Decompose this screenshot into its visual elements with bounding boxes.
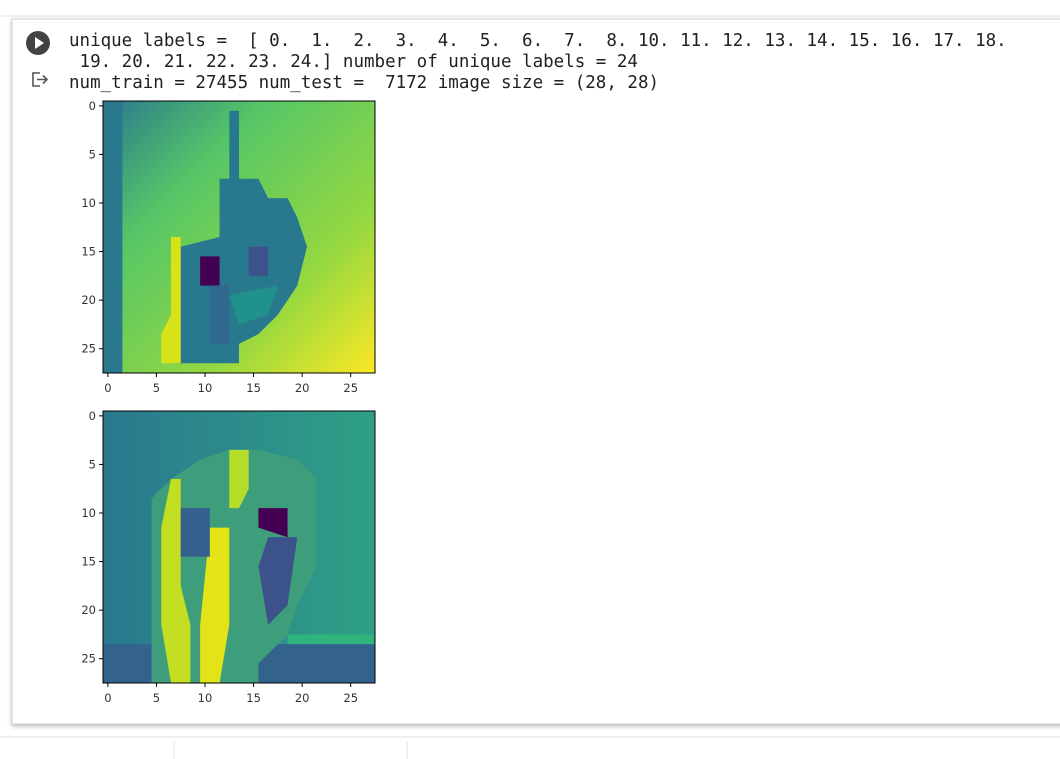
pixels bbox=[229, 449, 249, 509]
y-tick-label: 10 bbox=[81, 506, 96, 520]
image-2 bbox=[103, 411, 375, 683]
x-tick-label: 0 bbox=[104, 691, 111, 705]
pixels bbox=[200, 527, 230, 683]
pixels bbox=[287, 634, 375, 645]
x-tick-label: 5 bbox=[153, 691, 160, 705]
y-tick-label: 15 bbox=[81, 555, 96, 569]
output-line: 19. 20. 21. 22. 23. 24.] number of uniqu… bbox=[69, 52, 638, 72]
y-tick-label: 5 bbox=[89, 457, 96, 471]
pixels bbox=[161, 478, 191, 683]
axes-frame bbox=[102, 100, 376, 374]
output-line: num_train = 27455 num_test = 7172 image … bbox=[69, 73, 659, 93]
pixels bbox=[200, 256, 220, 286]
image-1 bbox=[103, 101, 375, 373]
output-icon[interactable] bbox=[32, 72, 49, 87]
pixels bbox=[151, 449, 317, 683]
x-tick-label: 20 bbox=[295, 381, 310, 395]
run-icon bbox=[35, 37, 44, 49]
x-tick-label: 25 bbox=[343, 381, 358, 395]
x-tick-label: 5 bbox=[153, 381, 160, 395]
y-tick-label: 25 bbox=[81, 342, 96, 356]
x-tick-label: 15 bbox=[246, 691, 261, 705]
x-tick-label: 15 bbox=[246, 381, 261, 395]
x-tick-label: 25 bbox=[343, 691, 358, 705]
pixels bbox=[209, 285, 230, 344]
pixels bbox=[229, 285, 278, 325]
y-tick-label: 20 bbox=[81, 293, 96, 307]
x-tick-label: 0 bbox=[104, 381, 111, 395]
x-tick-label: 10 bbox=[198, 381, 213, 395]
toolbar-code[interactable]: + Code bbox=[2, 0, 45, 1]
y-tick-label: 15 bbox=[81, 245, 96, 259]
pixels bbox=[258, 537, 298, 625]
y-tick-label: 10 bbox=[81, 196, 96, 210]
pixels bbox=[103, 101, 123, 373]
y-tick-label: 0 bbox=[89, 409, 96, 423]
y-tick-label: 5 bbox=[89, 147, 96, 161]
pixels bbox=[161, 236, 181, 364]
pixels bbox=[180, 508, 210, 557]
y-tick-label: 20 bbox=[81, 603, 96, 617]
output-line: unique labels = [ 0. 1. 2. 3. 4. 5. 6. 7… bbox=[69, 31, 1007, 51]
y-tick-label: 25 bbox=[81, 652, 96, 666]
x-tick-label: 10 bbox=[198, 691, 213, 705]
y-tick-label: 0 bbox=[89, 99, 96, 113]
pixels bbox=[258, 508, 288, 538]
x-tick-label: 20 bbox=[295, 691, 310, 705]
axes-frame bbox=[102, 410, 376, 684]
toolbar-text[interactable]: + Text bbox=[96, 0, 133, 1]
pixels bbox=[248, 246, 269, 276]
